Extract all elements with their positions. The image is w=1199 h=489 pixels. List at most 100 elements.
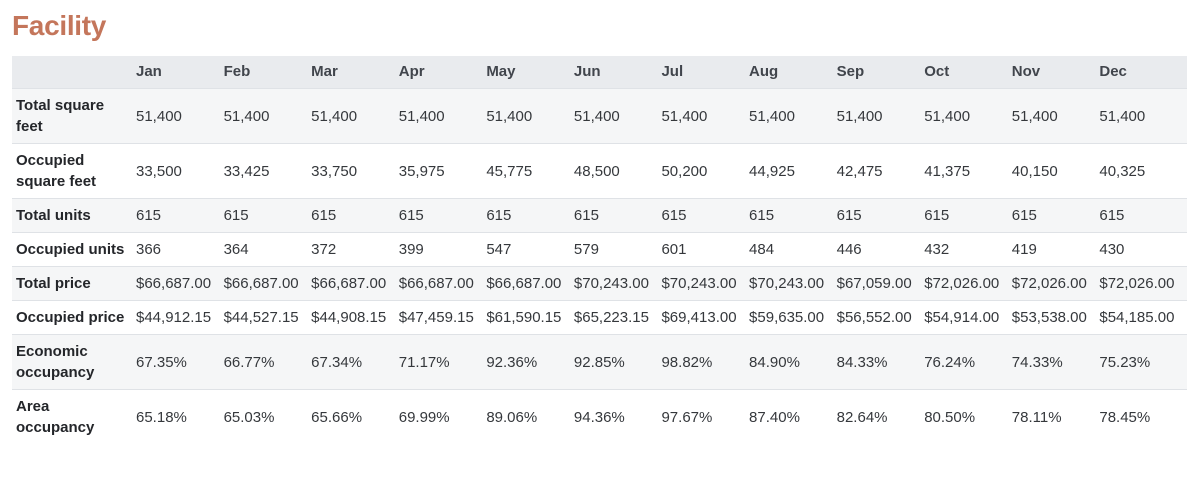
table-cell: 97.67% (661, 408, 713, 426)
table-cell: 92.36% (486, 353, 538, 371)
table-cell: 484 (749, 241, 775, 258)
row-label: Area occupancy (16, 398, 95, 436)
column-header-feb: Feb (223, 56, 312, 89)
table-cell: 615 (573, 207, 599, 224)
table-cell: 364 (223, 241, 249, 258)
table-cell: 51,400 (1099, 107, 1146, 125)
table-cell: 601 (661, 241, 687, 258)
table-cell: 98.82% (661, 353, 713, 371)
table-cell: $70,243.00 (749, 275, 825, 292)
table-cell: 40,325 (1099, 162, 1146, 180)
column-header-mar: Mar (311, 56, 399, 89)
table-cell: 87.40% (749, 408, 800, 426)
row-label: Total units (16, 207, 91, 224)
table-cell: $72,026.00 (1099, 275, 1175, 292)
table-cell: 35,975 (398, 162, 445, 180)
table-cell: 615 (1099, 207, 1125, 224)
table-cell: 67.34% (311, 353, 363, 371)
table-cell: 45,775 (486, 162, 533, 180)
table-cell: 76.24% (924, 353, 976, 371)
table-cell: 615 (836, 207, 862, 224)
table-cell: 69.99% (398, 408, 450, 426)
table-cell: $44,912.15 (136, 309, 212, 326)
table-cell: 66.77% (223, 353, 275, 371)
table-cell: 50,200 (661, 162, 708, 180)
table-cell: 44,925 (749, 162, 795, 180)
table-cell: 84.90% (749, 353, 800, 371)
table-cell: 67.35% (136, 353, 187, 371)
facility-page: Facility Jan Feb Mar Apr May Jun Jul Aug Sep Oct N… (12, 10, 1187, 444)
table-row: Area occupancy 65.18% 65.03% 65.66% 69.99% 89… (12, 389, 1187, 445)
column-header-nov: Nov (1011, 56, 1100, 89)
column-header-may: May (486, 56, 574, 89)
table-row: Occupied price $44,912.15 $44,527.15 $44,90… (12, 300, 1187, 335)
table-cell: $66,687.00 (486, 275, 562, 292)
table-cell: 75.23% (1099, 353, 1151, 371)
table-cell: $72,026.00 (924, 275, 1000, 292)
table-cell: 615 (1011, 207, 1037, 224)
table-cell: 71.17% (398, 353, 450, 371)
table-cell: 80.50% (924, 408, 976, 426)
table-cell: 51,400 (398, 107, 445, 125)
table-row: Occupied units 366 364 372 399 547 579 601 484 44… (12, 232, 1187, 267)
table-cell: 84.33% (836, 353, 888, 371)
table-cell: 51,400 (223, 107, 270, 125)
table-cell: $66,687.00 (398, 275, 474, 292)
table-row: Total square feet 51,400 51,400 51,400 51,40… (12, 88, 1187, 144)
table-row: Total price $66,687.00 $66,687.00 $66,687.0… (12, 266, 1187, 301)
corner-cell (12, 56, 136, 89)
table-cell: 74.33% (1011, 353, 1063, 371)
table-cell: 51,400 (311, 107, 358, 125)
table-row: Economic occupancy 67.35% 66.77% 67.34% 71.1… (12, 334, 1187, 390)
column-header-dec: Dec (1099, 56, 1187, 89)
table-cell: 92.85% (573, 353, 625, 371)
row-label: Occupied price (16, 309, 125, 326)
table-cell: 51,400 (1011, 107, 1058, 125)
table-cell: 615 (136, 207, 162, 224)
table-cell: $70,243.00 (661, 275, 737, 292)
facility-table: Jan Feb Mar Apr May Jun Jul Aug Sep Oct Nov Dec Tot… (12, 56, 1187, 444)
row-label: Occupied square feet (16, 152, 97, 190)
table-cell: 51,400 (573, 107, 620, 125)
column-header-sep: Sep (836, 56, 925, 89)
table-cell: $66,687.00 (311, 275, 387, 292)
row-label: Total price (16, 275, 91, 292)
table-cell: 51,400 (661, 107, 708, 125)
table-cell: $59,635.00 (749, 309, 825, 326)
table-cell: $70,243.00 (573, 275, 649, 292)
row-label: Occupied units (16, 241, 125, 258)
table-cell: 430 (1099, 241, 1125, 258)
column-header-aug: Aug (749, 56, 837, 89)
table-cell: 41,375 (924, 162, 971, 180)
table-cell: $53,538.00 (1011, 309, 1087, 326)
table-cell: $66,687.00 (136, 275, 212, 292)
table-cell: 615 (486, 207, 512, 224)
table-cell: 48,500 (573, 162, 620, 180)
table-cell: 372 (311, 241, 337, 258)
column-header-oct: Oct (924, 56, 1012, 89)
table-cell: 547 (486, 241, 512, 258)
table-cell: $54,914.00 (924, 309, 1000, 326)
table-cell: $54,185.00 (1099, 309, 1175, 326)
table-cell: $66,687.00 (223, 275, 299, 292)
table-cell: 33,425 (223, 162, 270, 180)
table-cell: $44,908.15 (311, 309, 387, 326)
table-row: Total units 615 615 615 615 615 615 615 615 615 61… (12, 198, 1187, 233)
table-cell: 33,750 (311, 162, 358, 180)
table-cell: 615 (924, 207, 950, 224)
table-cell: 419 (1011, 241, 1037, 258)
table-cell: $67,059.00 (836, 275, 912, 292)
table-cell: 446 (836, 241, 862, 258)
table-header-row: Jan Feb Mar Apr May Jun Jul Aug Sep Oct Nov Dec (12, 56, 1187, 89)
table-cell: 615 (223, 207, 249, 224)
table-cell: 615 (661, 207, 687, 224)
table-cell: $56,552.00 (836, 309, 912, 326)
table-cell: 51,400 (486, 107, 533, 125)
table-cell: 78.11% (1011, 408, 1062, 426)
table-cell: 94.36% (573, 408, 625, 426)
table-cell: 42,475 (836, 162, 883, 180)
table-cell: 615 (749, 207, 775, 224)
column-header-jul: Jul (661, 56, 750, 89)
table-cell: 51,400 (749, 107, 795, 125)
table-row: Occupied square feet 33,500 33,425 33,750 35… (12, 143, 1187, 199)
